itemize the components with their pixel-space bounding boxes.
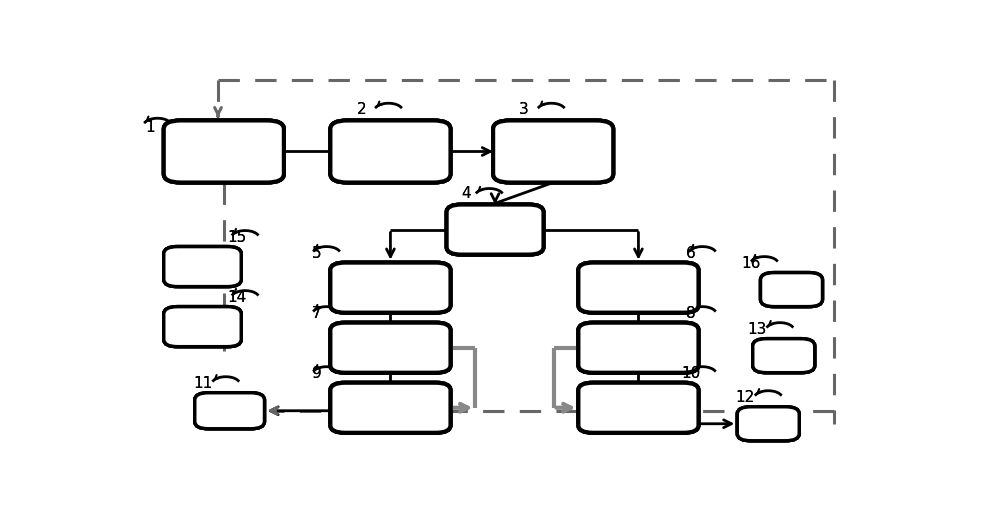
Text: 14: 14 <box>228 290 247 305</box>
Text: 9: 9 <box>312 366 321 381</box>
FancyBboxPatch shape <box>493 121 613 183</box>
FancyBboxPatch shape <box>330 383 451 433</box>
Text: 11: 11 <box>193 376 212 391</box>
FancyBboxPatch shape <box>447 204 544 255</box>
FancyBboxPatch shape <box>753 339 815 373</box>
Text: 4: 4 <box>461 186 471 201</box>
Text: 16: 16 <box>742 256 761 270</box>
FancyBboxPatch shape <box>578 322 698 373</box>
Text: 10: 10 <box>681 366 700 381</box>
FancyBboxPatch shape <box>164 307 241 347</box>
FancyBboxPatch shape <box>447 204 544 255</box>
Text: 1: 1 <box>145 121 155 136</box>
FancyBboxPatch shape <box>493 121 613 183</box>
FancyBboxPatch shape <box>164 121 284 183</box>
Text: 6: 6 <box>686 245 696 261</box>
FancyBboxPatch shape <box>761 272 822 307</box>
Text: 11: 11 <box>193 376 212 391</box>
FancyBboxPatch shape <box>578 383 698 433</box>
FancyBboxPatch shape <box>578 263 698 313</box>
Text: 8: 8 <box>686 306 696 321</box>
Text: 3: 3 <box>519 102 529 117</box>
Text: 2: 2 <box>357 102 366 117</box>
Text: 12: 12 <box>735 390 755 405</box>
FancyBboxPatch shape <box>330 383 451 433</box>
FancyBboxPatch shape <box>330 322 451 373</box>
FancyBboxPatch shape <box>164 121 284 183</box>
FancyBboxPatch shape <box>578 383 698 433</box>
Text: 7: 7 <box>312 306 321 321</box>
Text: 13: 13 <box>747 322 766 336</box>
Text: 16: 16 <box>742 256 761 270</box>
FancyBboxPatch shape <box>737 407 799 441</box>
FancyBboxPatch shape <box>578 263 698 313</box>
FancyBboxPatch shape <box>330 121 451 183</box>
Text: 6: 6 <box>686 245 696 261</box>
FancyBboxPatch shape <box>164 246 241 287</box>
FancyBboxPatch shape <box>753 339 815 373</box>
FancyBboxPatch shape <box>195 393 264 429</box>
Text: 13: 13 <box>747 322 766 336</box>
FancyBboxPatch shape <box>578 322 698 373</box>
Text: 1: 1 <box>145 121 155 136</box>
FancyBboxPatch shape <box>330 263 451 313</box>
Text: 7: 7 <box>312 306 321 321</box>
FancyBboxPatch shape <box>737 407 799 441</box>
FancyBboxPatch shape <box>447 204 544 255</box>
Text: 5: 5 <box>312 245 321 261</box>
FancyBboxPatch shape <box>578 383 698 433</box>
Text: 10: 10 <box>681 366 700 381</box>
FancyBboxPatch shape <box>493 121 613 183</box>
Text: 4: 4 <box>461 186 471 201</box>
Text: 2: 2 <box>357 102 366 117</box>
FancyBboxPatch shape <box>330 322 451 373</box>
FancyBboxPatch shape <box>330 263 451 313</box>
Text: 9: 9 <box>312 366 321 381</box>
Text: 3: 3 <box>519 102 529 117</box>
FancyBboxPatch shape <box>330 383 451 433</box>
FancyBboxPatch shape <box>737 407 799 441</box>
FancyBboxPatch shape <box>164 307 241 347</box>
Text: 15: 15 <box>228 230 247 244</box>
Text: 14: 14 <box>228 290 247 305</box>
FancyBboxPatch shape <box>761 272 822 307</box>
FancyBboxPatch shape <box>164 246 241 287</box>
FancyBboxPatch shape <box>330 263 451 313</box>
FancyBboxPatch shape <box>330 121 451 183</box>
FancyBboxPatch shape <box>761 272 822 307</box>
Text: 15: 15 <box>228 230 247 244</box>
Text: 5: 5 <box>312 245 321 261</box>
Text: 12: 12 <box>735 390 755 405</box>
FancyBboxPatch shape <box>164 246 241 287</box>
FancyBboxPatch shape <box>578 322 698 373</box>
FancyBboxPatch shape <box>578 263 698 313</box>
FancyBboxPatch shape <box>164 121 284 183</box>
FancyBboxPatch shape <box>195 393 264 429</box>
FancyBboxPatch shape <box>330 322 451 373</box>
Text: 8: 8 <box>686 306 696 321</box>
FancyBboxPatch shape <box>753 339 815 373</box>
FancyBboxPatch shape <box>330 121 451 183</box>
FancyBboxPatch shape <box>195 393 264 429</box>
FancyBboxPatch shape <box>164 307 241 347</box>
